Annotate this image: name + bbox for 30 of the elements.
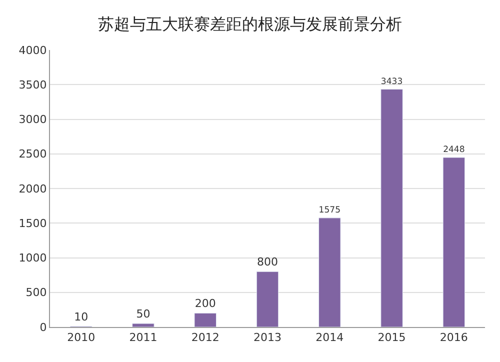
y-tick-label: 3000 <box>18 113 47 126</box>
bar <box>256 271 279 327</box>
x-tick-label: 2014 <box>316 331 344 344</box>
data-label: 1575 <box>318 206 341 216</box>
y-tick-label: 500 <box>26 286 47 300</box>
chart-title: 苏超与五大联赛差距的根源与发展前景分析 <box>98 14 402 34</box>
bar <box>194 312 216 327</box>
x-tick-label: 2010 <box>67 331 96 344</box>
data-label: 2448 <box>443 145 465 156</box>
data-label: 200 <box>194 297 216 310</box>
data-label: 50 <box>136 308 150 321</box>
y-tick-label: 1000 <box>18 252 47 265</box>
y-tick-label: 1500 <box>18 216 47 230</box>
data-label: 800 <box>257 256 278 269</box>
x-tick-label: 2011 <box>129 331 158 344</box>
x-tick-label: 2015 <box>378 331 406 344</box>
bar <box>132 323 154 327</box>
x-tick-label: 2012 <box>191 331 220 344</box>
bar <box>318 218 341 327</box>
bar <box>442 157 466 327</box>
y-tick-label: 2500 <box>18 148 47 161</box>
bar <box>380 89 403 327</box>
y-tick-label: 0 <box>40 320 47 334</box>
y-tick-label: 2000 <box>18 182 47 196</box>
data-label: 3433 <box>380 76 403 87</box>
data-label: 10 <box>74 310 88 324</box>
x-tick-label: 2016 <box>440 331 468 344</box>
y-tick-label: 4000 <box>18 44 47 57</box>
y-tick-label: 3500 <box>18 78 47 92</box>
x-tick-label: 2013 <box>254 331 282 344</box>
